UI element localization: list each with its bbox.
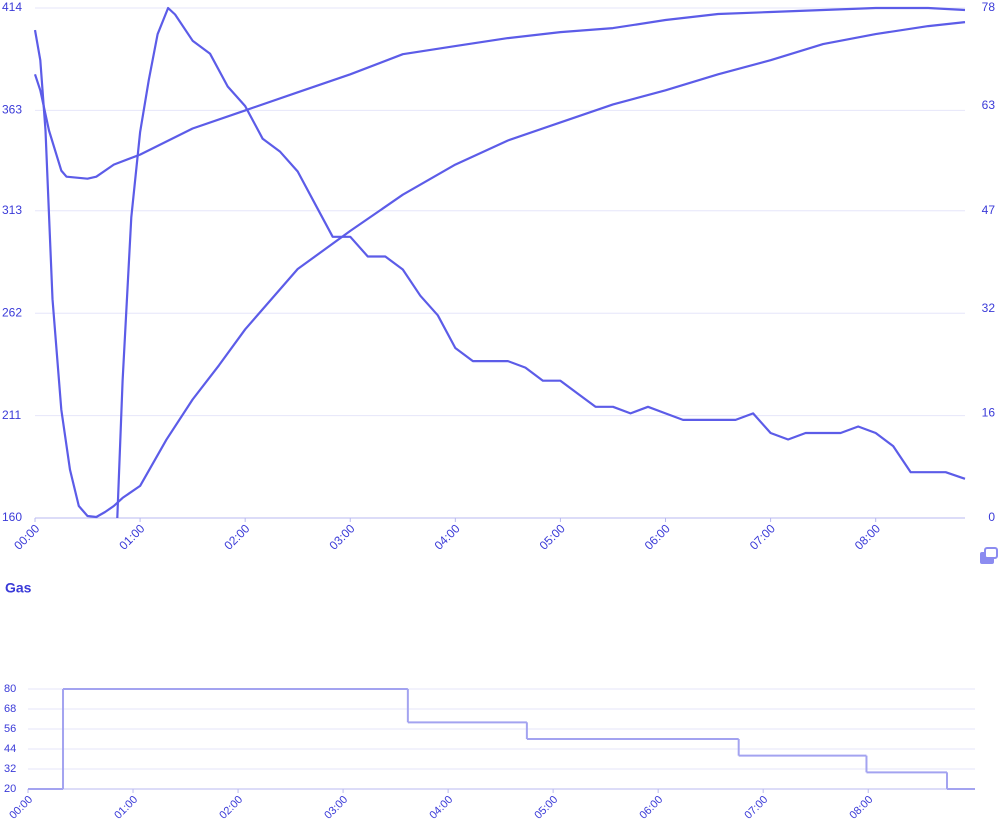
x-tick-label: 01:00 bbox=[112, 794, 140, 822]
y-tick-label: 160 bbox=[2, 510, 22, 524]
x-tick-label: 06:00 bbox=[642, 521, 673, 552]
y2-tick-label: 63 bbox=[982, 98, 996, 112]
x-tick-label: 04:00 bbox=[432, 521, 463, 552]
y-tick-label: 313 bbox=[2, 203, 22, 217]
x-tick-label: 01:00 bbox=[116, 521, 147, 552]
y2-tick-label: 78 bbox=[982, 0, 996, 14]
x-tick-label: 07:00 bbox=[747, 521, 778, 552]
x-tick-label: 02:00 bbox=[217, 794, 245, 822]
y-tick-label: 68 bbox=[4, 703, 16, 715]
y-tick-label: 363 bbox=[2, 103, 22, 117]
y2-tick-label: 32 bbox=[982, 301, 996, 315]
x-tick-label: 08:00 bbox=[847, 794, 875, 822]
x-tick-label: 05:00 bbox=[537, 521, 568, 552]
y2-tick-label: 0 bbox=[988, 510, 995, 524]
x-tick-label: 04:00 bbox=[427, 794, 455, 822]
series-line bbox=[116, 6, 966, 519]
y2-tick-label: 47 bbox=[982, 203, 996, 217]
y-tick-label: 211 bbox=[2, 408, 21, 422]
y-tick-label: 80 bbox=[4, 683, 16, 695]
x-tick-label: 06:00 bbox=[637, 794, 665, 822]
icon-front bbox=[984, 547, 998, 559]
x-tick-label: 00:00 bbox=[7, 794, 35, 822]
y-tick-label: 56 bbox=[4, 723, 16, 735]
y-tick-label: 20 bbox=[4, 783, 16, 795]
x-tick-label: 03:00 bbox=[326, 521, 357, 552]
y2-tick-label: 16 bbox=[982, 406, 996, 420]
x-tick-label: 02:00 bbox=[221, 521, 252, 552]
x-tick-label: 03:00 bbox=[322, 794, 350, 822]
y-tick-label: 44 bbox=[4, 743, 16, 755]
y-tick-label: 262 bbox=[2, 305, 22, 319]
x-tick-label: 07:00 bbox=[742, 794, 770, 822]
y-tick-label: 32 bbox=[4, 763, 16, 775]
series-line bbox=[33, 21, 966, 519]
series-line bbox=[33, 6, 966, 180]
x-tick-label: 08:00 bbox=[852, 521, 883, 552]
y-tick-label: 414 bbox=[2, 0, 22, 14]
icon[interactable] bbox=[980, 547, 998, 564]
x-tick-label: 05:00 bbox=[532, 794, 560, 822]
x-tick-label: 00:00 bbox=[11, 521, 42, 552]
chart-title: Gas bbox=[5, 580, 32, 596]
